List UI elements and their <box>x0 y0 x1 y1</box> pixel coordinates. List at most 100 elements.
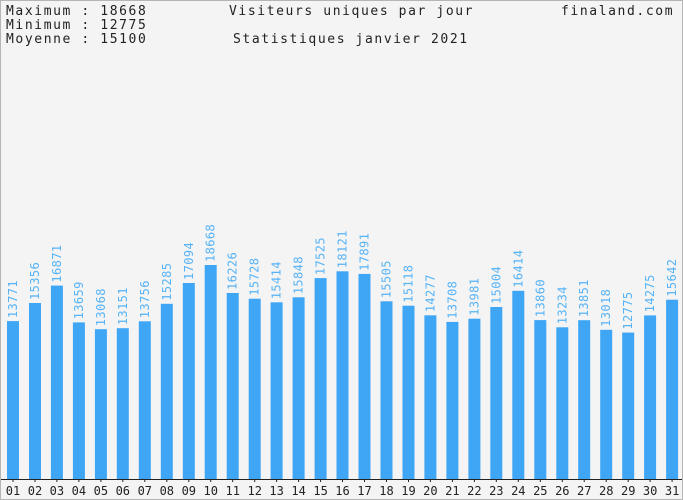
value-label-15: 17525 <box>314 237 328 275</box>
average-label: Moyenne <box>6 32 72 47</box>
value-label-07: 13756 <box>138 280 152 318</box>
maximum-label: Maximum <box>6 4 72 19</box>
bar-16 <box>336 271 349 479</box>
value-label-13: 15414 <box>270 261 284 299</box>
value-label-20: 14277 <box>423 274 437 312</box>
value-label-23: 15004 <box>489 266 503 304</box>
category-label-25: 25 <box>533 484 547 498</box>
bar-02 <box>29 303 41 479</box>
bar-28 <box>600 329 613 479</box>
category-label-31: 31 <box>665 484 679 498</box>
bar-22 <box>468 318 481 479</box>
bar-29 <box>622 332 635 479</box>
value-label-24: 16414 <box>511 250 525 288</box>
bar-23 <box>490 307 503 479</box>
category-label-16: 16 <box>335 484 349 498</box>
value-label-28: 13018 <box>599 289 613 327</box>
category-label-01: 01 <box>6 484 20 498</box>
value-label-31: 15642 <box>665 259 679 297</box>
category-label-17: 17 <box>357 484 371 498</box>
bar-21 <box>446 321 459 479</box>
category-label-03: 03 <box>50 484 64 498</box>
category-label-13: 13 <box>269 484 283 498</box>
bar-08 <box>160 303 173 479</box>
category-label-24: 24 <box>511 484 525 498</box>
bar-03 <box>50 285 63 479</box>
bar-19 <box>402 305 415 479</box>
chart-subtitle: Statistiques janvier 2021 <box>233 32 469 47</box>
category-label-29: 29 <box>621 484 635 498</box>
category-label-21: 21 <box>445 484 459 498</box>
value-label-12: 15728 <box>248 258 262 296</box>
chart-title: Visiteurs uniques par jour <box>229 4 475 19</box>
average-value: 15100 <box>100 32 148 47</box>
value-label-05: 13068 <box>94 288 108 326</box>
category-label-23: 23 <box>489 484 503 498</box>
value-label-18: 15505 <box>380 260 394 298</box>
category-label-30: 30 <box>643 484 657 498</box>
value-label-11: 16226 <box>226 252 240 290</box>
bar-12 <box>248 298 261 479</box>
bar-25 <box>534 320 547 479</box>
category-label-02: 02 <box>28 484 42 498</box>
value-label-30: 14275 <box>643 274 657 312</box>
maximum-line: Maximum : 18668 <box>6 4 148 19</box>
category-label-05: 05 <box>94 484 108 498</box>
bar-26 <box>556 327 569 479</box>
category-label-08: 08 <box>160 484 174 498</box>
value-label-03: 16871 <box>50 244 64 282</box>
bar-11 <box>226 293 239 479</box>
value-label-06: 13151 <box>116 287 130 325</box>
value-label-14: 15848 <box>292 256 306 294</box>
category-label-18: 18 <box>379 484 393 498</box>
bar-01 <box>7 321 19 479</box>
site-name: finaland.com <box>561 4 675 19</box>
category-label-06: 06 <box>116 484 130 498</box>
bar-05 <box>94 329 107 479</box>
category-label-09: 09 <box>182 484 196 498</box>
bar-18 <box>380 301 393 479</box>
bar-24 <box>512 290 525 479</box>
bar-15 <box>314 278 327 479</box>
category-label-26: 26 <box>555 484 569 498</box>
bar-31 <box>666 299 679 479</box>
value-label-27: 13851 <box>577 279 591 317</box>
category-label-15: 15 <box>313 484 327 498</box>
bar-20 <box>424 315 437 479</box>
value-label-17: 17891 <box>358 233 372 271</box>
bar-04 <box>72 322 85 479</box>
category-label-12: 12 <box>247 484 261 498</box>
average-line: Moyenne : 15100 <box>6 32 148 47</box>
maximum-value: 18668 <box>100 4 148 19</box>
category-label-20: 20 <box>423 484 437 498</box>
category-label-22: 22 <box>467 484 481 498</box>
value-label-10: 18668 <box>204 224 218 262</box>
value-label-19: 15118 <box>402 265 416 303</box>
bar-14 <box>292 297 305 479</box>
category-label-14: 14 <box>291 484 305 498</box>
category-label-27: 27 <box>577 484 591 498</box>
value-label-26: 13234 <box>555 286 569 324</box>
value-label-02: 15356 <box>28 262 42 300</box>
value-label-21: 13708 <box>445 281 459 319</box>
minimum-value: 12775 <box>100 18 148 33</box>
category-label-10: 10 <box>203 484 217 498</box>
bar-07 <box>138 321 151 479</box>
value-label-04: 13659 <box>72 281 86 319</box>
value-label-01: 13771 <box>6 280 20 318</box>
bar-17 <box>358 273 371 479</box>
value-label-22: 13981 <box>467 278 481 316</box>
value-label-09: 17094 <box>182 242 196 280</box>
minimum-label: Minimum <box>6 18 72 33</box>
bar-09 <box>182 283 195 479</box>
bar-13 <box>270 302 283 479</box>
category-label-28: 28 <box>599 484 613 498</box>
value-label-08: 15285 <box>160 263 174 301</box>
bar-06 <box>116 328 129 479</box>
category-label-04: 04 <box>72 484 86 498</box>
minimum-line: Minimum : 12775 <box>6 18 148 33</box>
value-label-29: 12775 <box>621 291 635 329</box>
category-label-07: 07 <box>138 484 152 498</box>
